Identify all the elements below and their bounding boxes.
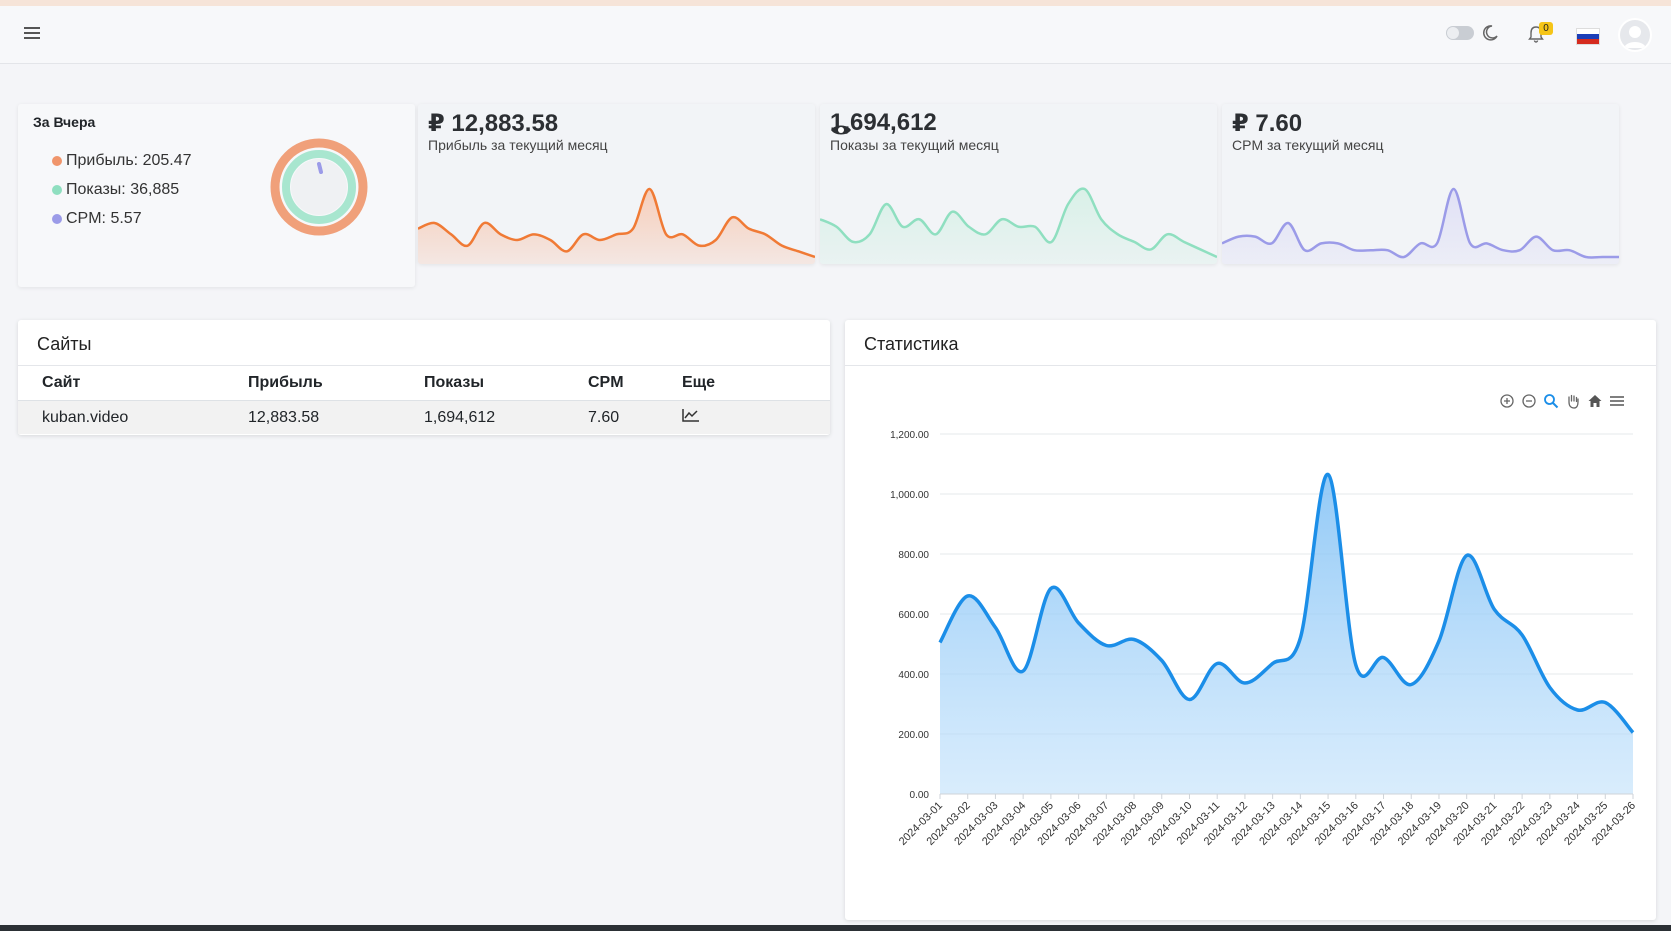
profit-stat-card: ₽ 12,883.58 Прибыль за текущий месяц — [418, 104, 815, 264]
cpm-value: ₽ 7.60 — [1232, 110, 1303, 137]
impressions-stat-card: 1,694,612 Показы за текущий месяц — [820, 104, 1217, 264]
eye-icon — [831, 125, 851, 135]
cell-more — [682, 400, 830, 434]
legend-dot — [52, 213, 62, 224]
statistics-chart: 0.00 200.00 400.00 600.00 800.00 1,000.00 1,20… — [890, 430, 1638, 848]
chart-line-icon[interactable] — [682, 408, 700, 422]
chart-toolbar — [1499, 393, 1625, 409]
series-area — [940, 474, 1633, 794]
series-line — [938, 472, 1635, 734]
sparkline-line — [418, 187, 815, 259]
impressions-label: Показы за текущий месяц — [830, 137, 999, 153]
legend-label: Показы: 36,885 — [66, 180, 180, 198]
legend-dot — [52, 184, 62, 195]
hamburger-menu-icon[interactable] — [1609, 393, 1625, 409]
top-accent-strip — [0, 0, 1671, 6]
legend-item-cpm: CPM: 5.57 — [52, 204, 192, 233]
table-row: kuban.video 12,883.58 1,694,612 7.60 — [18, 400, 830, 434]
sparkline-area — [1222, 189, 1619, 264]
impressions-value: 1,694,612 — [830, 109, 937, 137]
user-icon — [1624, 26, 1646, 48]
sparkline-line — [1222, 187, 1619, 259]
legend-item-impressions: Показы: 36,885 — [52, 175, 192, 204]
sparkline-area — [418, 188, 815, 264]
statistics-title: Статистика — [845, 320, 1656, 366]
cpm-stat-card: ₽ 7.60 CPM за текущий месяц — [1222, 104, 1619, 264]
col-impressions: Показы — [424, 366, 588, 401]
zoom-select-icon[interactable] — [1543, 393, 1559, 409]
legend-dot — [52, 155, 62, 166]
y-tick-label: 1,200.00 — [890, 430, 929, 441]
col-more: Еще — [682, 366, 830, 401]
top-navbar: 0 — [0, 6, 1671, 64]
russia-flag-icon[interactable] — [1576, 28, 1600, 45]
legend-item-profit: Прибыль: 205.47 — [52, 146, 192, 175]
sparkline-area — [820, 188, 1217, 264]
zoom-out-icon[interactable] — [1521, 393, 1537, 409]
y-tick-label: 400.00 — [898, 670, 929, 681]
legend-label: CPM: 5.57 — [66, 209, 142, 227]
cell-site: kuban.video — [18, 400, 248, 434]
table-header-row: Сайт Прибыль Показы CPM Еще — [18, 366, 830, 401]
cell-impressions: 1,694,612 — [424, 400, 588, 434]
zoom-in-icon[interactable] — [1499, 393, 1515, 409]
y-tick-label: 600.00 — [898, 610, 929, 621]
avatar[interactable] — [1620, 20, 1650, 50]
theme-toggle[interactable] — [1446, 26, 1474, 40]
y-tick-label: 800.00 — [898, 550, 929, 561]
sites-panel: Сайты Сайт Прибыль Показы CPM Еще kuban.… — [18, 320, 830, 435]
cpm-sparkline — [1222, 187, 1619, 264]
y-tick-label: 200.00 — [898, 730, 929, 741]
y-tick-label: 1,000.00 — [890, 490, 929, 501]
sites-title: Сайты — [18, 320, 830, 366]
profit-label: Прибыль за текущий месяц — [428, 137, 608, 153]
legend-label: Прибыль: 205.47 — [66, 151, 192, 169]
impressions-sparkline — [820, 187, 1217, 264]
menu-icon[interactable] — [24, 27, 40, 41]
col-cpm: CPM — [588, 366, 682, 401]
cell-profit: 12,883.58 — [248, 400, 424, 434]
radial-ring-chart — [270, 138, 368, 236]
bottom-edge — [0, 925, 1671, 931]
sites-table: Сайт Прибыль Показы CPM Еще kuban.video … — [18, 366, 830, 434]
sparkline-line — [820, 187, 1217, 259]
cell-cpm: 7.60 — [588, 400, 682, 434]
statistics-panel: Статистика 0.00 200.00 400.00 600.00 800.00 1… — [845, 320, 1656, 920]
profit-sparkline — [418, 187, 815, 264]
pan-hand-icon[interactable] — [1565, 393, 1581, 409]
home-icon[interactable] — [1587, 393, 1603, 409]
notification-badge: 0 — [1539, 22, 1553, 35]
yesterday-title: За Вчера — [33, 114, 96, 130]
yesterday-legend: Прибыль: 205.47 Показы: 36,885 CPM: 5.57 — [52, 146, 192, 233]
cpm-label: CPM за текущий месяц — [1232, 137, 1384, 153]
col-site: Сайт — [18, 366, 248, 401]
moon-icon[interactable] — [1480, 23, 1500, 43]
profit-value: ₽ 12,883.58 — [428, 110, 559, 137]
col-profit: Прибыль — [248, 366, 424, 401]
y-tick-label: 0.00 — [910, 790, 930, 801]
yesterday-card: За Вчера Прибыль: 205.47 Показы: 36,885 … — [18, 104, 415, 287]
